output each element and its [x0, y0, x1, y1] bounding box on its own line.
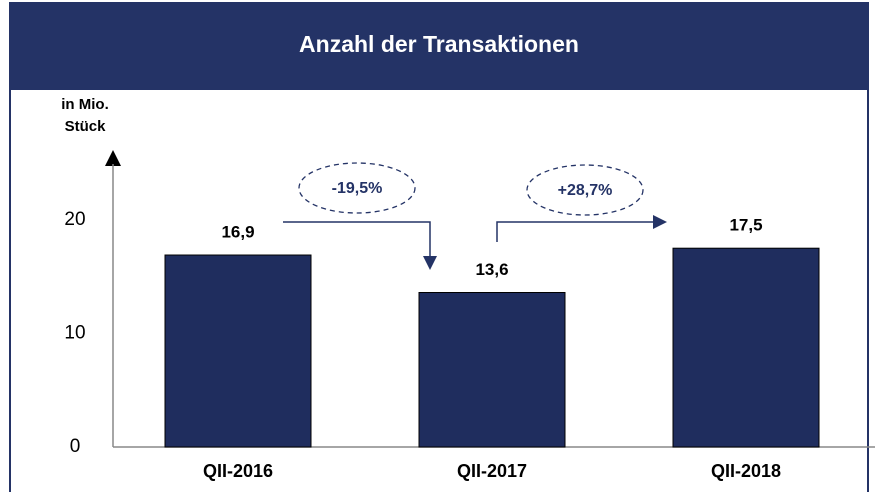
value-label: 17,5: [729, 216, 762, 235]
bar: [418, 292, 566, 448]
y-axis-label: in Mio.: [61, 96, 109, 113]
arrow-head: [653, 215, 667, 229]
y-tick-label: 20: [64, 209, 85, 230]
axis-arrow: [105, 150, 121, 166]
annotation-ellipse: [526, 164, 644, 216]
value-label: 13,6: [475, 260, 508, 279]
chart-title: Anzahl der Transaktionen: [299, 31, 579, 57]
annotation-arrow: [283, 221, 431, 258]
y-axis-label: Stück: [65, 118, 107, 135]
x-tick-label: QII-2017: [457, 461, 527, 481]
value-label: 16,9: [221, 223, 254, 242]
bar: [164, 254, 312, 448]
annotation: +28,7%: [558, 182, 613, 199]
x-tick-label: QII-2018: [711, 461, 781, 481]
title-banner: [10, 2, 868, 90]
annotation: -19,5%: [332, 180, 383, 197]
annotation-ellipse: [298, 162, 416, 214]
bar: [672, 247, 820, 448]
y-tick-label: 10: [64, 322, 85, 343]
x-tick-label: QII-2016: [203, 461, 273, 481]
arrow-head: [423, 256, 437, 270]
annotation-arrow: [496, 221, 655, 242]
y-tick-label: 0: [70, 436, 81, 457]
